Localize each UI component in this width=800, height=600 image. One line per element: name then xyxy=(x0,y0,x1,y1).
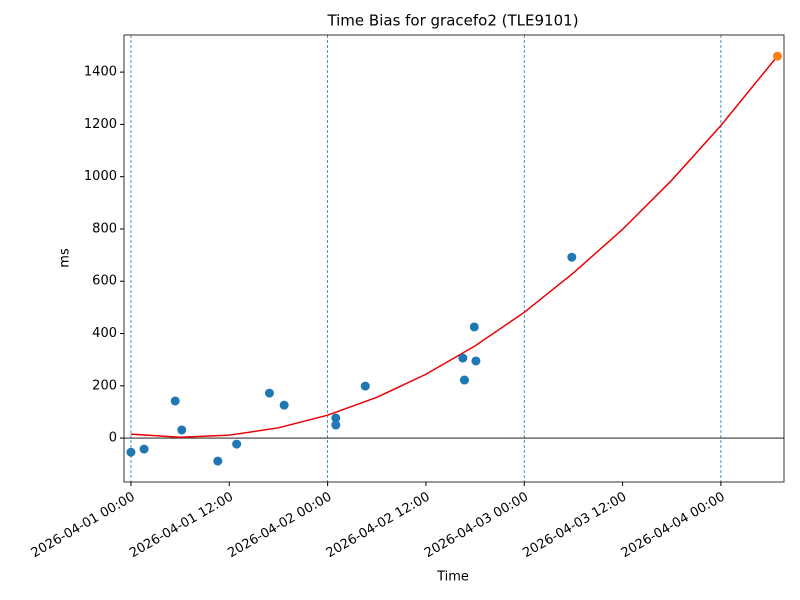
data-point xyxy=(471,356,481,366)
data-point xyxy=(177,425,187,435)
data-point xyxy=(331,413,341,423)
x-tick-label: 2026-04-01 00:00 xyxy=(29,490,138,562)
x-axis-label: Time xyxy=(436,570,469,585)
data-point xyxy=(459,375,469,385)
x-tick-label: 2026-04-03 00:00 xyxy=(422,490,531,562)
data-point xyxy=(170,396,180,406)
y-tick-label: 400 xyxy=(92,326,117,341)
y-tick-label: 1200 xyxy=(84,117,117,132)
x-tick-label: 2026-04-01 12:00 xyxy=(127,490,236,562)
data-point xyxy=(458,353,468,363)
y-tick-label: 0 xyxy=(109,431,117,446)
chart-title: Time Bias for gracefo2 (TLE9101) xyxy=(326,12,578,30)
y-tick-label: 1000 xyxy=(84,169,117,184)
y-tick-label: 600 xyxy=(92,274,117,289)
x-tick-label: 2026-04-02 00:00 xyxy=(225,490,334,562)
data-point xyxy=(232,439,242,449)
data-point xyxy=(213,456,223,466)
y-axis-label: ms xyxy=(58,248,73,268)
data-point xyxy=(139,444,149,454)
data-point xyxy=(567,252,577,262)
x-tick-label: 2026-04-04 00:00 xyxy=(619,490,728,562)
data-point xyxy=(331,420,341,430)
data-point xyxy=(469,322,479,332)
fit-curve xyxy=(130,55,779,439)
y-tick-label: 800 xyxy=(92,221,117,236)
data-point xyxy=(279,400,289,410)
data-point xyxy=(264,388,274,398)
y-tick-label: 1400 xyxy=(84,65,117,80)
plot-frame xyxy=(123,34,785,483)
data-point xyxy=(126,447,136,457)
data-point xyxy=(360,381,370,391)
data-point xyxy=(772,51,782,61)
y-tick-label: 200 xyxy=(92,378,117,393)
x-tick-label: 2026-04-02 12:00 xyxy=(324,490,433,562)
x-tick-label: 2026-04-03 12:00 xyxy=(520,490,629,562)
